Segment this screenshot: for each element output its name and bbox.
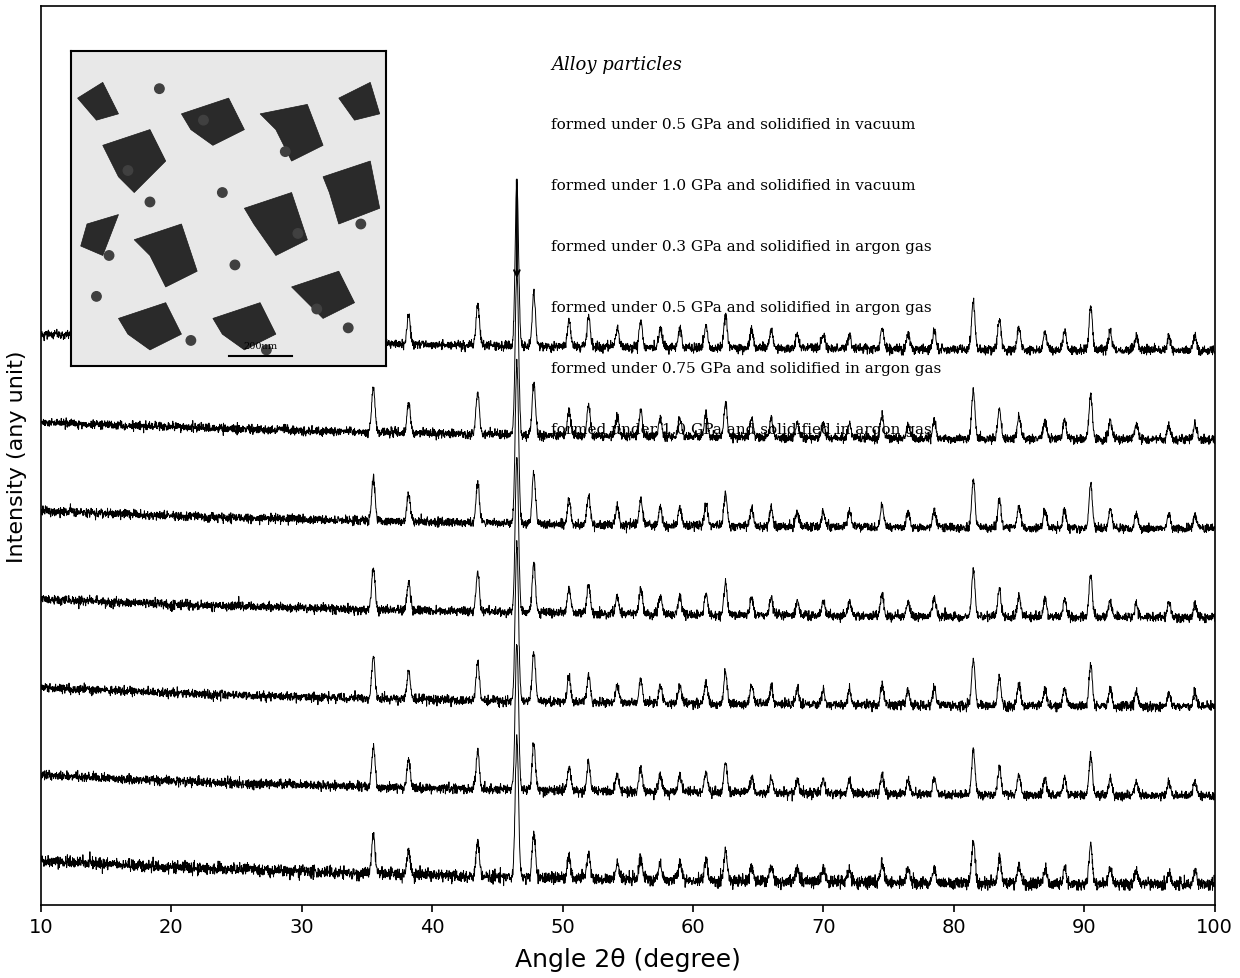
Text: formed under 0.75 GPa and solidified in argon gas: formed under 0.75 GPa and solidified in … [552, 362, 941, 376]
Text: formed under 0.3 GPa and solidified in argon gas: formed under 0.3 GPa and solidified in a… [552, 240, 932, 253]
Text: formed under 0.5 GPa and solidified in vacuum: formed under 0.5 GPa and solidified in v… [552, 117, 916, 131]
Text: formed under 1.0 GPa and solidified in vacuum: formed under 1.0 GPa and solidified in v… [552, 179, 916, 193]
Text: formed under 0.5 GPa and solidified in argon gas: formed under 0.5 GPa and solidified in a… [552, 300, 932, 315]
Text: formed under 1.0 GPa and solidified in argon gas: formed under 1.0 GPa and solidified in a… [552, 422, 932, 437]
X-axis label: Angle 2θ (degree): Angle 2θ (degree) [515, 947, 740, 971]
Text: Alloy particles: Alloy particles [552, 57, 682, 74]
Y-axis label: Intensity (any unit): Intensity (any unit) [7, 350, 27, 562]
